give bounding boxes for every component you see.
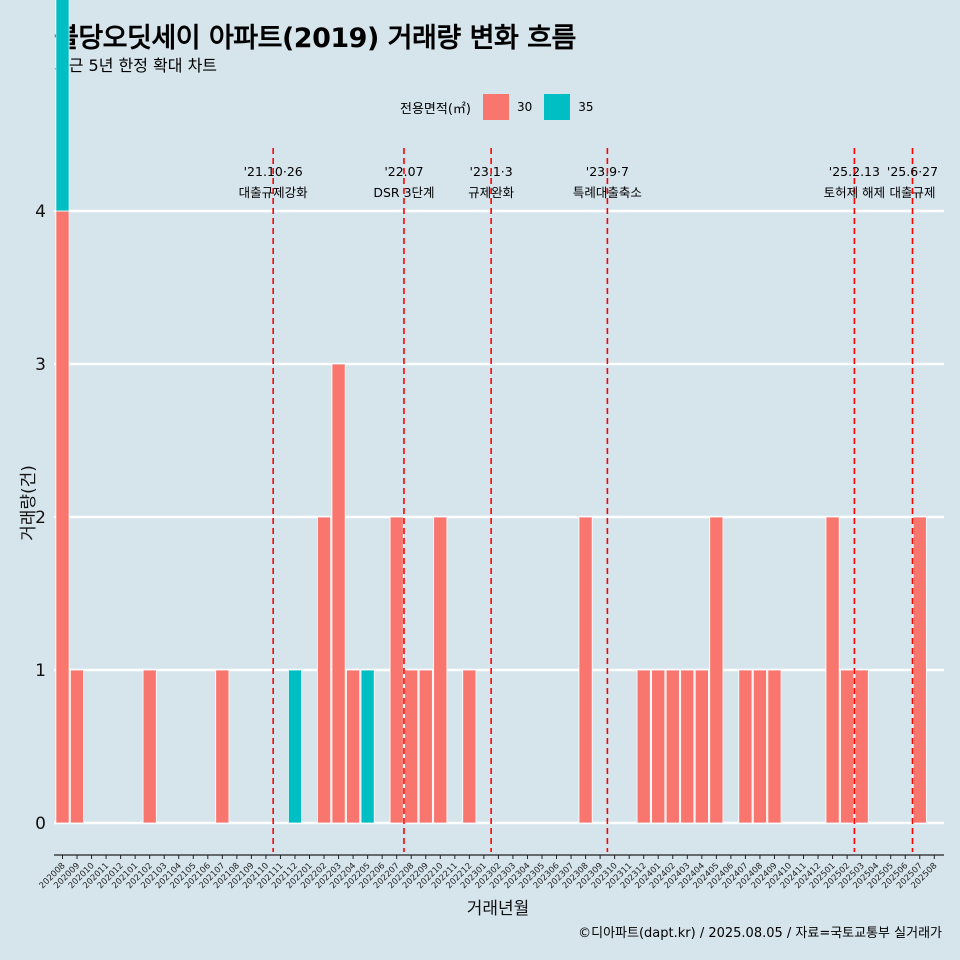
bar-30-202408: [752, 669, 767, 824]
annotation-text: 규제완화: [468, 185, 515, 200]
bar-30-202312: [636, 669, 651, 824]
y-tick-label: 2: [35, 508, 46, 528]
bar-30-202501: [825, 516, 840, 824]
bar-30-202202: [317, 516, 332, 824]
legend-title: 전용면적(㎡): [400, 101, 471, 117]
annotation-text: 대출규제강화: [239, 185, 309, 200]
bar-30-202102: [142, 669, 157, 824]
bar-30-202402: [665, 669, 680, 824]
bar-30-202210: [433, 516, 448, 824]
bar-30-202203: [331, 363, 346, 824]
annotation-text: 특례대출축소: [573, 185, 642, 200]
legend-item-35: 35: [544, 94, 594, 120]
bar-35-202008: [55, 0, 70, 212]
annotation-date: '22.07: [384, 164, 423, 179]
bar-30-202403: [680, 669, 695, 824]
annotation-text: 대출규제: [889, 185, 935, 200]
bar-30-202107: [215, 669, 230, 824]
y-tick-label: 0: [35, 814, 46, 834]
y-tick-label: 4: [35, 202, 46, 222]
legend-swatch-30: [482, 94, 509, 120]
legend-item-30: 30: [482, 94, 533, 120]
bar-35-202112: [287, 669, 302, 824]
bar-30-202209: [418, 669, 433, 824]
source-caption: ©디아파트(dapt.kr) / 2025.08.05 / 자료=국토교통부 실…: [578, 926, 942, 941]
legend-label-30: 30: [516, 100, 533, 114]
annotation-date: '25.2.13: [829, 164, 880, 179]
bar-30-202009: [70, 669, 85, 824]
bar-30-202212: [462, 669, 477, 824]
annotation-text: DSR 3단계: [373, 185, 434, 200]
annotation-date: '23.1·3: [470, 164, 513, 179]
y-tick-label: 1: [35, 661, 46, 681]
bar-30-202502: [840, 669, 855, 824]
y-tick-label: 3: [35, 355, 46, 375]
bar-30-202405: [709, 516, 724, 824]
bar-30-202008: [55, 210, 70, 824]
chart-title: 불당오딧세이 아파트(2019) 거래량 변화 흐름: [54, 23, 576, 54]
bar-30-202308: [578, 516, 593, 824]
bar-30-202207: [389, 516, 404, 824]
legend-label-35: 35: [578, 100, 594, 114]
bar-30-202204: [346, 669, 361, 824]
bar-30-202407: [738, 669, 753, 824]
annotation-date: '25.6·27: [887, 164, 938, 179]
chart-subtitle: 최근 5년 한정 확대 차트: [54, 56, 218, 75]
annotation-date: '23.9·7: [586, 164, 629, 179]
annotation-text: 토허제 해제: [824, 185, 885, 200]
x-axis-label: 거래년월: [467, 899, 530, 919]
annotation-date: '21.10·26: [244, 164, 303, 179]
bar-30-202507: [912, 516, 927, 824]
bar-30-202401: [651, 669, 666, 824]
legend: 전용면적(㎡) 30 35: [400, 93, 594, 121]
y-axis-label: 거래량(건): [19, 465, 39, 541]
bar-30-202503: [854, 669, 869, 824]
bar-35-202205: [360, 669, 375, 824]
bar-30-202409: [767, 669, 782, 824]
bar-30-202404: [694, 669, 709, 824]
legend-swatch-35: [544, 94, 571, 120]
bar-30-202208: [404, 669, 419, 824]
